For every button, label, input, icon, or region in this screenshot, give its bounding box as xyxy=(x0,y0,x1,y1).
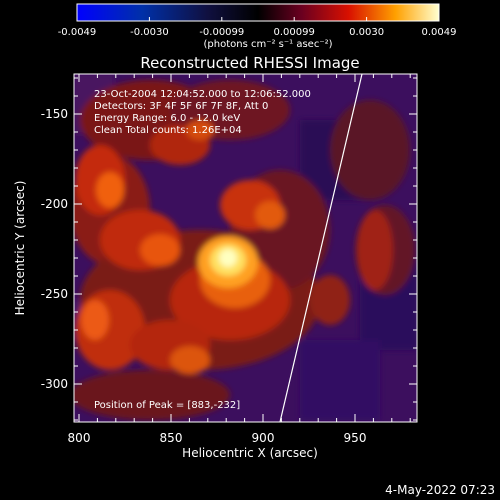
footer-timestamp: 4-May-2022 07:23 xyxy=(385,483,495,497)
y-tick-label: -200 xyxy=(41,197,68,211)
colorbar-ticks xyxy=(76,17,440,21)
image-info: 23-Oct-2004 12:04:52.000 to 12:06:52.000… xyxy=(94,89,311,411)
colorbar-tick-label: -0.00099 xyxy=(199,27,244,38)
colorbar-tick-label: 0.0030 xyxy=(349,27,384,38)
colorbar-tick-label: -0.0049 xyxy=(58,27,97,38)
peak-position-text: Position of Peak = [883,-232] xyxy=(94,400,240,411)
info-line-time: 23-Oct-2004 12:04:52.000 to 12:06:52.000 xyxy=(94,89,311,100)
image-blobs xyxy=(74,74,417,422)
info-line-energy: Energy Range: 6.0 - 12.0 keV xyxy=(94,113,240,124)
colorbar-tick-label: -0.0030 xyxy=(130,27,169,38)
plot-title: Reconstructed RHESSI Image xyxy=(140,54,359,72)
plot-frame xyxy=(73,73,418,423)
info-line-counts: Clean Total counts: 1.26E+04 xyxy=(94,125,242,136)
x-tick-label: 950 xyxy=(344,431,367,445)
y-tick-label: -300 xyxy=(41,377,68,391)
colorbar: -0.0049 -0.0030 -0.00099 0.00099 0.0030 0.004… xyxy=(58,3,457,50)
y-tick-label: -150 xyxy=(41,107,68,121)
y-tick-label: -250 xyxy=(41,287,68,301)
x-axis-ticks: 800 850 900 950 xyxy=(68,74,411,445)
x-tick-label: 850 xyxy=(160,431,183,445)
y-axis-label: Heliocentric Y (arcsec) xyxy=(13,181,27,316)
x-tick-label: 800 xyxy=(68,431,91,445)
colorbar-gradient xyxy=(76,3,440,22)
colorbar-units-label: (photons cm⁻² s⁻¹ asec⁻²) xyxy=(203,39,332,50)
colorbar-tick-label: 0.00099 xyxy=(274,27,315,38)
info-line-detectors: Detectors: 3F 4F 5F 6F 7F 8F, Att 0 xyxy=(94,101,268,112)
x-tick-label: 900 xyxy=(252,431,275,445)
y-axis-ticks: -150 -200 -250 -300 xyxy=(41,77,417,421)
image-area xyxy=(73,73,418,423)
colorbar-tick-label: 0.0049 xyxy=(422,27,457,38)
colorbar-tick-labels: -0.0049 -0.0030 -0.00099 0.00099 0.0030 0.004… xyxy=(58,27,457,38)
solar-limb-line xyxy=(279,74,363,422)
x-axis-label: Heliocentric X (arcsec) xyxy=(182,446,318,460)
